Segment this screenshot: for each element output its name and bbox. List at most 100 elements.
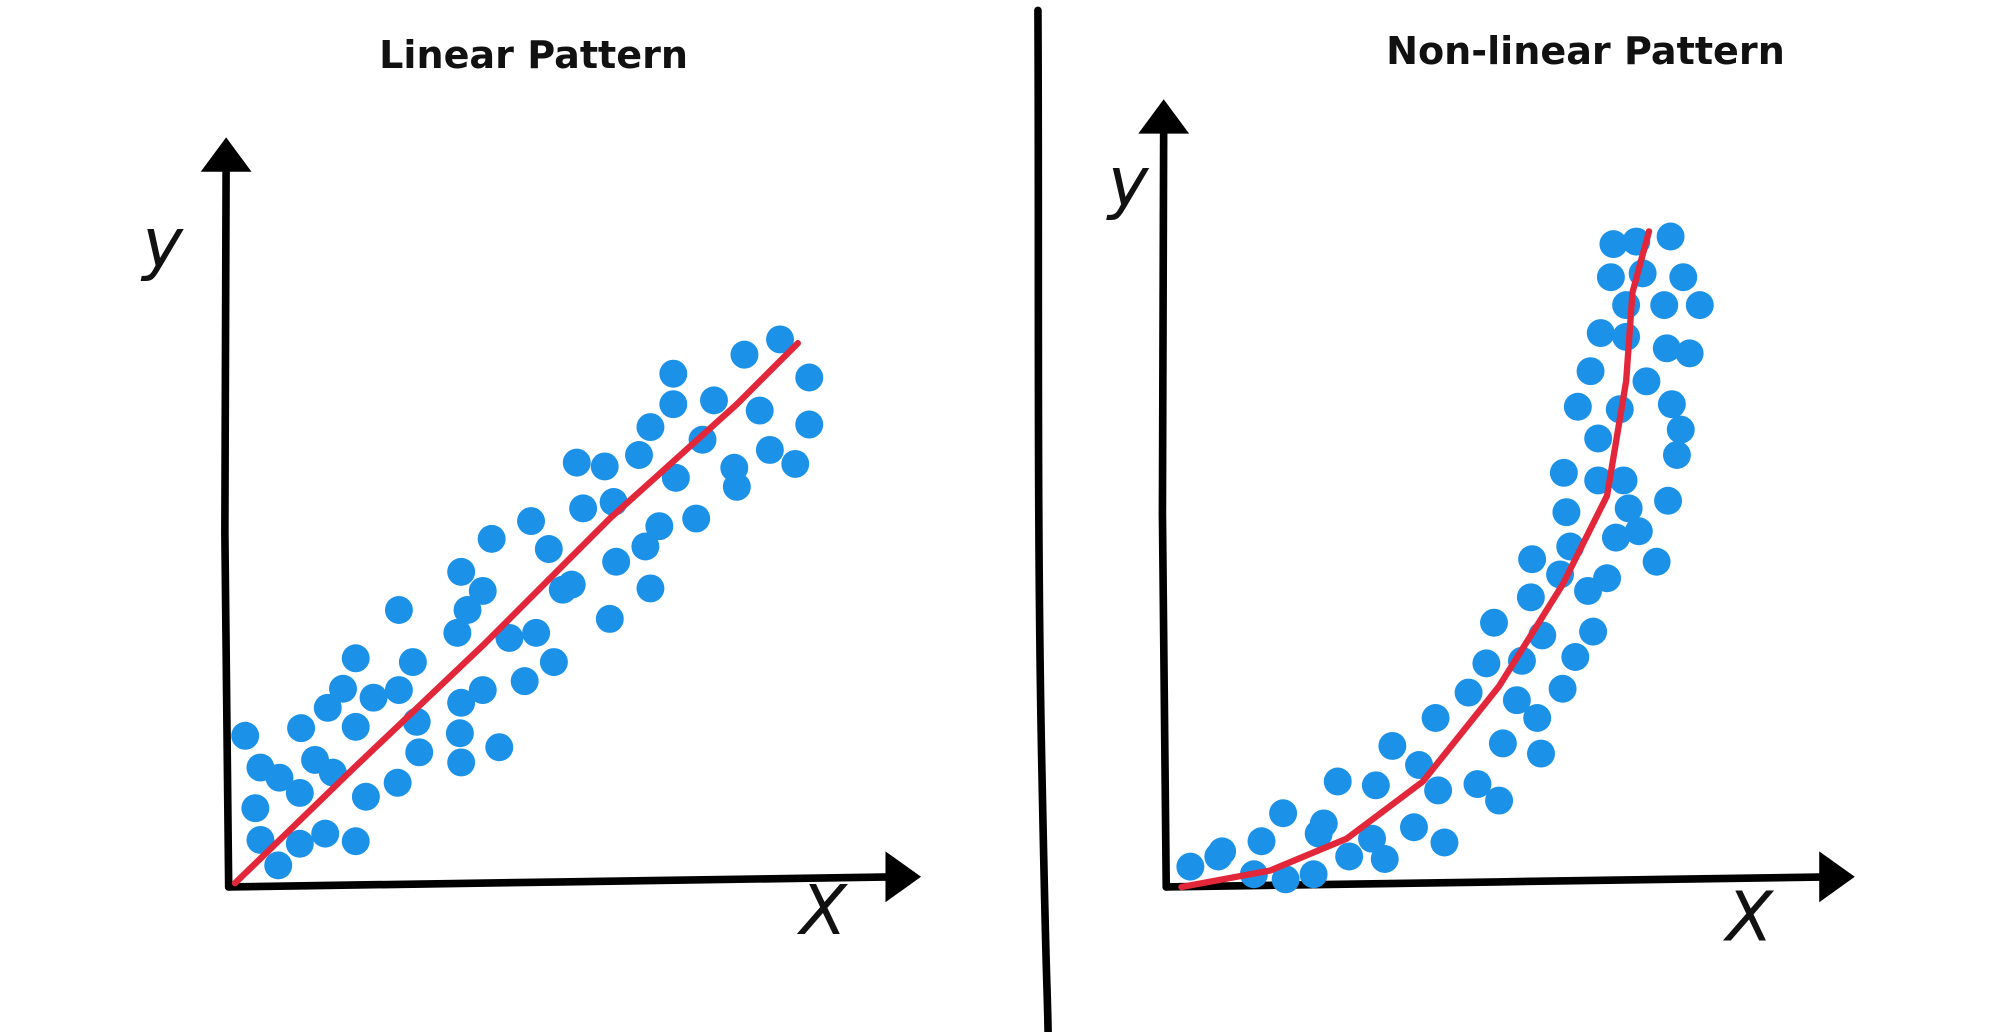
point: [1323, 767, 1352, 796]
point: [1507, 646, 1536, 675]
chart-title: Linear Pattern: [379, 33, 688, 77]
point: [1299, 860, 1328, 889]
point: [1472, 649, 1501, 678]
trend-line: [231, 340, 801, 887]
point: [1523, 704, 1552, 732]
point: [510, 667, 539, 696]
point: [569, 494, 598, 523]
point: [1596, 263, 1625, 292]
point: [285, 829, 314, 858]
point: [1430, 828, 1459, 857]
point: [722, 472, 751, 501]
point: [1599, 230, 1628, 259]
point: [1405, 751, 1434, 779]
point: [730, 340, 759, 369]
x-arrow: [1819, 851, 1855, 903]
point: [1502, 686, 1531, 715]
point: [495, 623, 524, 652]
point: [1271, 865, 1300, 894]
point: [1614, 494, 1643, 523]
point: [562, 448, 591, 477]
point: [1642, 547, 1671, 576]
point: [341, 827, 370, 856]
point: [1675, 339, 1704, 368]
point: [477, 524, 506, 553]
point: [1488, 729, 1517, 758]
point: [398, 648, 427, 677]
point: [590, 452, 619, 481]
point: [1652, 334, 1681, 363]
point: [522, 618, 551, 647]
point: [1593, 564, 1622, 593]
point: [241, 794, 270, 823]
point: [1685, 291, 1714, 320]
point: [1576, 357, 1605, 386]
point: [1454, 678, 1483, 707]
point: [341, 712, 370, 741]
point: [645, 512, 674, 541]
point: [1662, 441, 1691, 469]
point: [1632, 367, 1661, 396]
point: [1548, 674, 1577, 703]
x-axis-label: X: [797, 871, 849, 951]
point: [1421, 704, 1450, 732]
point: [1176, 852, 1205, 881]
point: [1650, 291, 1679, 320]
point: [745, 396, 774, 425]
point: [384, 596, 413, 624]
point: [602, 547, 631, 576]
trend-line: [1178, 228, 1653, 891]
point: [313, 693, 342, 722]
point: [453, 596, 482, 624]
point: [1584, 466, 1613, 495]
point: [1527, 739, 1555, 768]
y-axis-label: y: [1106, 143, 1150, 223]
point: [405, 738, 434, 767]
point: [659, 390, 688, 419]
point: [1424, 776, 1453, 805]
point: [1669, 263, 1698, 292]
point: [341, 644, 370, 673]
point: [1561, 643, 1590, 671]
point: [468, 576, 497, 605]
y-axis: [1158, 117, 1171, 891]
point: [447, 748, 476, 777]
point: [1518, 545, 1547, 574]
point: [265, 763, 294, 792]
divider: [1034, 6, 1052, 1032]
point: [1463, 770, 1492, 799]
point: [636, 574, 665, 603]
chart-title: Non-linear Pattern: [1386, 29, 1785, 73]
point: [264, 851, 293, 880]
point: [1624, 517, 1653, 546]
point: [445, 719, 474, 748]
point: [285, 778, 314, 807]
y-arrow: [200, 137, 252, 172]
point: [1552, 498, 1581, 527]
point: [781, 449, 810, 478]
point: [1358, 824, 1387, 853]
point: [246, 825, 275, 854]
point: [1601, 523, 1630, 552]
point: [1656, 222, 1685, 251]
point: [485, 733, 514, 762]
y-arrow: [1138, 99, 1190, 134]
point: [1666, 415, 1695, 444]
point: [625, 441, 653, 469]
point: [557, 570, 586, 599]
point: [682, 504, 711, 533]
point: [1480, 608, 1508, 637]
point: [384, 676, 413, 705]
point: [631, 532, 660, 561]
y-axis-label: y: [140, 204, 184, 284]
point: [755, 435, 784, 464]
point: [1370, 845, 1399, 873]
point: [1579, 617, 1608, 646]
point: [359, 683, 388, 712]
point: [231, 721, 260, 750]
point: [1485, 786, 1514, 815]
point: [1549, 458, 1578, 487]
y-axis: [221, 155, 233, 891]
